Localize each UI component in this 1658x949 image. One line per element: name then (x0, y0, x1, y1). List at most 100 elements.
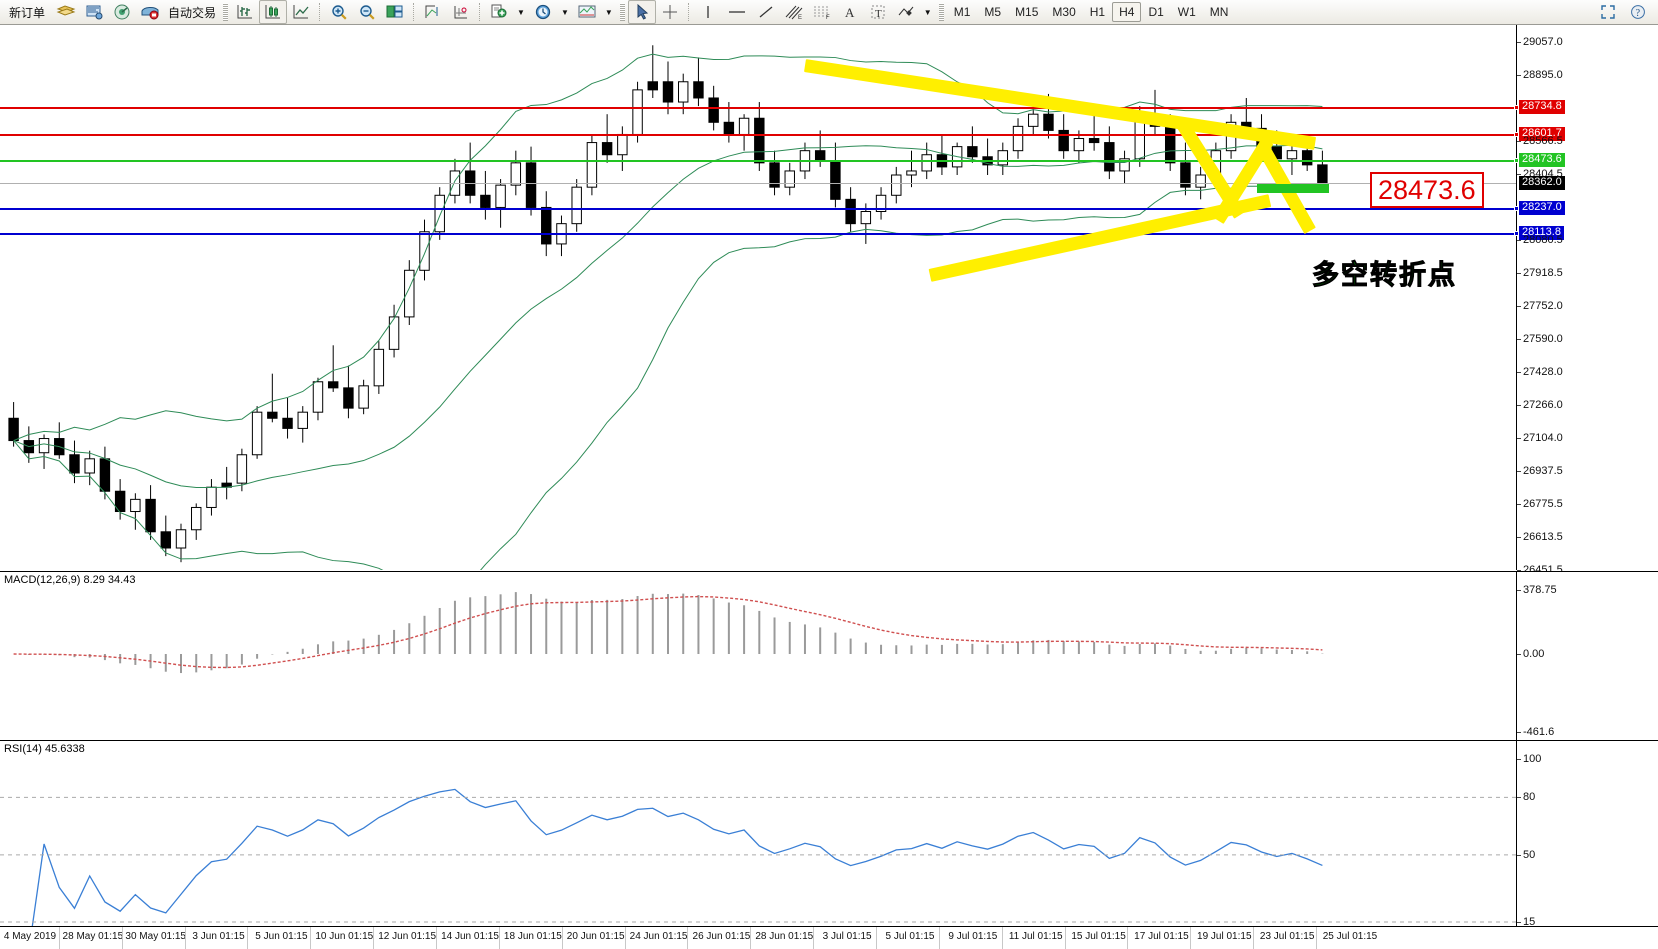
date-tick: 28 May 01:15 (62, 931, 124, 942)
text-icon[interactable]: A (836, 0, 864, 24)
objects-icon[interactable] (892, 0, 920, 24)
fullscreen-icon[interactable] (1594, 0, 1622, 24)
toolbar-separator-3 (479, 3, 481, 21)
date-separator (813, 927, 815, 949)
timeframe-m1[interactable]: M1 (953, 5, 971, 19)
timeframe-d1[interactable]: D1 (1148, 5, 1164, 19)
level-price-label[interactable]: 28113.8 (1514, 226, 1564, 241)
level-price-label[interactable]: 28473.6 (1514, 153, 1565, 168)
help-icon[interactable]: ? (1624, 0, 1652, 24)
strategy-tester-icon[interactable] (108, 0, 136, 24)
trendline-icon[interactable] (752, 0, 780, 24)
level-line[interactable] (0, 208, 1516, 211)
toolbar-separator-4 (687, 3, 690, 21)
current-price-label: 28362.0 (1519, 175, 1565, 190)
level-line[interactable] (0, 134, 1516, 137)
rsi-tick: 100 (1517, 753, 1541, 765)
toolbar-separator-2 (413, 3, 415, 21)
price-tick: 27752.0 (1517, 300, 1563, 312)
macd-pane[interactable]: MACD(12,26,9) 8.29 34.43 378.75 0.00 -461.… (0, 571, 1658, 740)
level-line[interactable] (0, 233, 1516, 236)
timeframe-h1[interactable]: H1 (1089, 5, 1106, 19)
date-separator (121, 927, 123, 949)
candlestick-icon[interactable] (259, 0, 288, 24)
cursor-icon[interactable] (627, 0, 656, 24)
templates-dropdown-arrow[interactable]: ▼ (604, 7, 613, 17)
rsi-pane[interactable]: RSI(14) 45.6338 100 80 50 15 (0, 740, 1658, 928)
rsi-label: RSI(14) 45.6338 (4, 743, 85, 755)
rsi-tick: 15 (1517, 916, 1535, 928)
svg-text:T: T (875, 8, 882, 20)
periods-dropdown-arrow[interactable]: ▼ (560, 7, 569, 17)
svg-text:A: A (845, 5, 855, 20)
tile-windows-icon[interactable] (381, 0, 409, 24)
date-tick: 24 Jun 01:15 (629, 931, 688, 942)
toolbar-grip[interactable] (223, 3, 229, 21)
timeframe-m5[interactable]: M5 (984, 5, 1002, 19)
macd-tick: -461.6 (1517, 726, 1554, 738)
price-annotation-box[interactable]: 28473.6 (1370, 172, 1484, 208)
date-separator (1253, 927, 1255, 949)
date-separator (184, 927, 186, 949)
level-price-label[interactable]: 28601.7 (1514, 127, 1565, 142)
crosshair-icon[interactable] (656, 0, 684, 24)
price-tick: 28895.0 (1517, 69, 1563, 81)
indicators-icon[interactable] (485, 0, 513, 24)
date-separator (373, 927, 375, 949)
date-tick: 9 Jul 01:15 (948, 931, 998, 942)
chinese-note-annotation[interactable]: 多空转折点 (1312, 260, 1457, 291)
level-line[interactable] (0, 160, 1516, 163)
timeframe-toolbar-grip[interactable] (938, 3, 944, 21)
timeframe-h4[interactable]: H4 (1112, 2, 1142, 22)
svg-text:F: F (826, 15, 830, 21)
equidistant-channel-icon[interactable]: E (780, 0, 808, 24)
terminal-icon[interactable] (80, 0, 108, 24)
date-tick: 4 May 2019 (3, 931, 57, 942)
new-order-label: 新订单 (9, 5, 46, 20)
zoom-out-icon[interactable] (353, 0, 381, 24)
rsi-tick: 50 (1517, 849, 1535, 861)
autotrade-icon[interactable] (136, 0, 164, 24)
price-tick: 27918.5 (1517, 267, 1563, 279)
crosshair-axis-icon[interactable] (447, 0, 475, 24)
date-separator (310, 927, 312, 949)
vline-icon[interactable] (694, 0, 722, 24)
timeframe-mn[interactable]: MN (1209, 5, 1229, 19)
date-separator (436, 927, 437, 949)
macd-plot (13, 592, 1324, 674)
level-price-label[interactable]: 28237.0 (1514, 201, 1565, 216)
timeframe-w1[interactable]: W1 (1177, 5, 1196, 19)
hline-icon[interactable] (722, 0, 752, 24)
zoom-in-icon[interactable] (325, 0, 353, 24)
date-tick: 26 Jun 01:15 (692, 931, 751, 942)
fibo-icon[interactable]: F (808, 0, 836, 24)
date-tick: 28 Jun 01:15 (755, 931, 814, 942)
bar-chart-icon[interactable] (231, 0, 259, 24)
open-data-icon[interactable] (52, 0, 80, 24)
date-separator (876, 927, 877, 949)
date-axis[interactable]: 4 May 2019 28 May 01:15 30 May 01:15 3 Jun … (0, 926, 1658, 949)
periods-icon[interactable] (529, 0, 557, 24)
objects-dropdown-arrow[interactable]: ▼ (923, 7, 932, 17)
timeframe-m15[interactable]: M15 (1015, 5, 1039, 19)
level-line[interactable] (0, 107, 1516, 110)
templates-icon[interactable] (573, 0, 601, 24)
text-label-icon[interactable]: T (864, 0, 892, 24)
price-tick: 27590.0 (1517, 333, 1563, 345)
new-order-button[interactable]: 新订单 (2, 0, 52, 24)
indicators-dropdown-arrow[interactable]: ▼ (517, 7, 525, 17)
rsi-plot (0, 788, 1516, 928)
price-y-axis[interactable]: 29057.0 28895.0 27918.5 27752.0 27590.0 27428… (1514, 25, 1658, 576)
price-pane[interactable]: 29057.0 28895.0 27918.5 27752.0 27590.0 27428… (0, 25, 1658, 576)
date-tick: 10 Jun 01:15 (315, 931, 374, 942)
data-window-icon[interactable] (419, 0, 447, 24)
drawing-toolbar-grip[interactable] (619, 3, 625, 21)
svg-text:?: ? (1636, 8, 1641, 19)
line-chart-icon[interactable] (287, 0, 315, 24)
level-price-label[interactable]: 28734.8 (1514, 100, 1565, 115)
autotrade-label[interactable]: 自动交易 (168, 5, 217, 20)
timeframe-m30[interactable]: M30 (1052, 5, 1076, 19)
date-tick: 23 Jul 01:15 (1259, 931, 1315, 942)
chart-canvas[interactable]: ▲HK50-,H4 28410.0 28427.5 28324.0 28362.… (0, 25, 1658, 949)
